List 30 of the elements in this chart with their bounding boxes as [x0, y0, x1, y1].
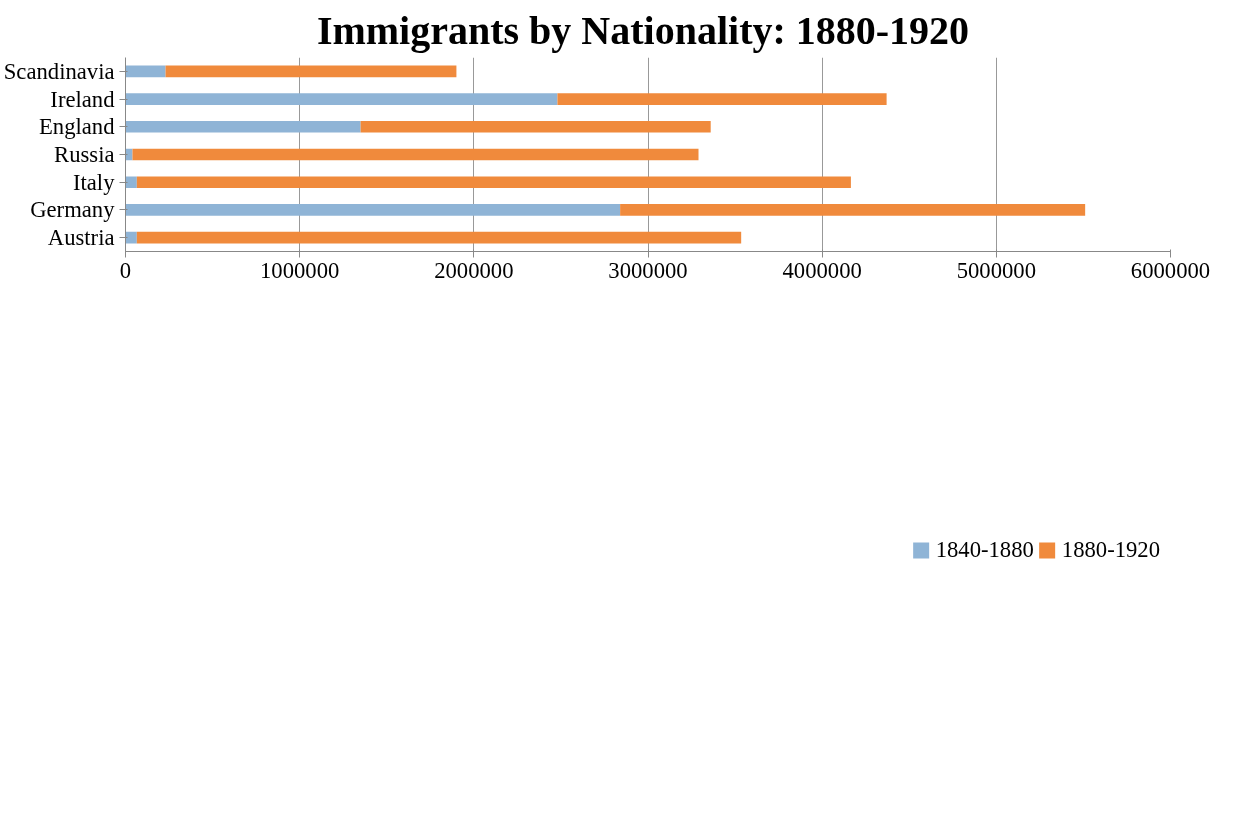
- bar: [620, 204, 1086, 216]
- legend-label: 1840-1880: [935, 537, 1034, 563]
- x-tick-label: 5000000: [956, 257, 1036, 283]
- legend-label: 1880-1920: [1061, 537, 1160, 563]
- y-tick-label: Germany: [30, 197, 116, 223]
- bar: [136, 231, 742, 244]
- y-tick-label: Russia: [54, 142, 115, 167]
- bar: [125, 231, 137, 244]
- bar: [125, 204, 621, 216]
- y-tick-label: Scandinavia: [3, 58, 115, 84]
- bar: [125, 93, 558, 105]
- x-tick-label: 1000000: [260, 257, 340, 283]
- x-tick-label: 3000000: [608, 257, 688, 283]
- x-tick-label: 2000000: [434, 257, 514, 283]
- y-tick-label: Italy: [72, 169, 116, 195]
- x-tick-label: 0: [119, 257, 132, 283]
- bar: [125, 65, 166, 78]
- chart-title: Immigrants by Nationality: 1880-1920: [316, 7, 970, 53]
- x-tick-label: 6000000: [1130, 257, 1211, 283]
- bar: [360, 120, 711, 133]
- x-tick-label: 4000000: [782, 257, 862, 283]
- bar: [125, 120, 361, 133]
- y-tick-label: Austria: [47, 225, 115, 251]
- bar: [136, 176, 851, 189]
- bar: [557, 93, 887, 105]
- y-tick-label: Ireland: [50, 86, 116, 112]
- y-tick-label: England: [39, 114, 116, 140]
- bar: [165, 65, 457, 78]
- bar: [125, 176, 137, 189]
- bar: [132, 148, 699, 161]
